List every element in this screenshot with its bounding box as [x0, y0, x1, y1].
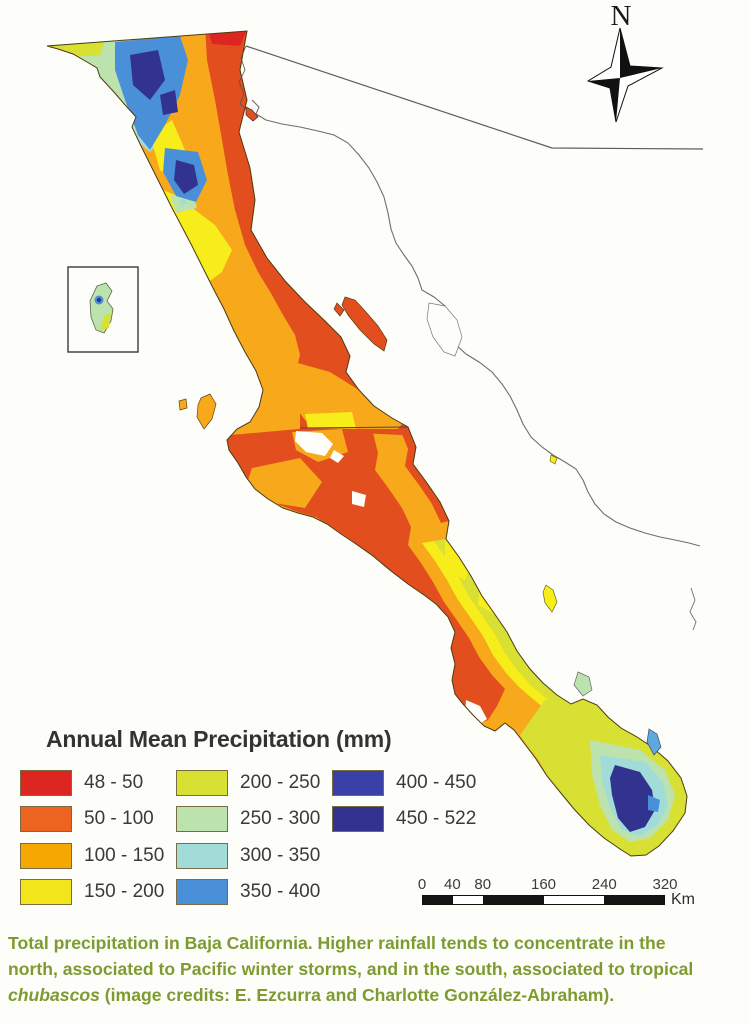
peninsula-precipitation-raster — [47, 31, 687, 856]
north-label: N — [611, 0, 632, 32]
legend-label: 50 - 100 — [84, 808, 154, 829]
scalebar-tick: 240 — [591, 876, 617, 893]
scalebar-segment — [603, 896, 664, 904]
legend-swatch — [20, 842, 72, 869]
scalebar-tick: 320 — [652, 876, 678, 893]
legend-item: 300 - 350 — [176, 842, 332, 869]
legend-label: 48 - 50 — [84, 771, 144, 793]
legend-label: 100 - 150 — [84, 844, 165, 866]
us-border-line — [245, 45, 704, 150]
scalebar-unit: Km — [671, 891, 695, 908]
scalebar-tick: 0 — [417, 876, 427, 893]
compass-rose: N — [586, 0, 664, 123]
legend-label: 150 - 200 — [84, 881, 165, 902]
figure-caption: Total precipitation in Baja California. … — [8, 930, 748, 1008]
inset-map — [67, 266, 139, 353]
legend-swatch — [332, 806, 384, 832]
scalebar-segment — [483, 896, 544, 904]
legend-label: 350 - 400 — [240, 881, 321, 902]
legend-item: 100 - 150 — [20, 842, 176, 869]
legend-grid: 48 - 50 50 - 100 100 - 150 150 - 200 200 - 2… — [20, 769, 476, 915]
legend-item: 350 - 400 — [176, 879, 332, 906]
caption-line-2: north, associated to Pacific winter stor… — [8, 959, 694, 979]
legend-label: 400 - 450 — [396, 771, 477, 793]
legend-swatch — [176, 769, 228, 796]
island-espiritu-santo — [573, 671, 593, 697]
peninsula-outline — [46, 30, 688, 857]
legend-swatch — [176, 842, 228, 869]
scalebar-tick: 80 — [474, 876, 492, 893]
legend-column: 48 - 50 50 - 100 100 - 150 150 - 200 — [20, 769, 176, 915]
legend-label: 300 - 350 — [240, 844, 321, 866]
caption-italic-word: chubascos — [8, 985, 100, 1005]
caption-line-3: (image credits: E. Ezcurra and Charlotte… — [99, 985, 615, 1005]
legend-title: Annual Mean Precipitation (mm) — [46, 726, 392, 752]
scalebar-segment — [453, 896, 484, 904]
scalebar-tick: 160 — [530, 876, 557, 893]
scalebar-ticks: 0 40 80 160 240 320 — [418, 876, 678, 895]
island-delta — [245, 106, 259, 122]
legend-item: 50 - 100 — [20, 806, 176, 833]
legend-swatch — [176, 806, 228, 832]
island-cedros — [196, 393, 217, 430]
caption-line-1: Total precipitation in Baja California. … — [8, 933, 666, 953]
scalebar: 0 40 80 160 240 320 Km — [418, 876, 695, 908]
colorado-river-line — [238, 45, 248, 111]
island-angel-de-la-guarda — [341, 296, 388, 352]
state-border-line — [299, 426, 409, 429]
legend-item: 150 - 200 — [20, 879, 176, 906]
legend-column: 400 - 450 450 - 522 — [332, 769, 476, 915]
legend-swatch — [176, 879, 228, 905]
legend-item: 48 - 50 — [20, 769, 176, 796]
legend-label: 250 - 300 — [240, 808, 321, 829]
island-cerralvo — [646, 728, 662, 756]
scalebar-tick: 40 — [444, 876, 461, 893]
island-natividad — [178, 398, 188, 411]
inset-island-blue-core — [96, 297, 102, 303]
compass-star-black — [588, 28, 662, 122]
legend-swatch — [20, 769, 72, 796]
legend-label: 450 - 522 — [396, 808, 477, 829]
island-carmen — [542, 584, 558, 613]
legend-item: 250 - 300 — [176, 806, 332, 833]
islands — [178, 106, 662, 756]
island-islet-north — [333, 302, 345, 317]
legend-label: 200 - 250 — [240, 771, 321, 793]
legend-item: 200 - 250 — [176, 769, 332, 796]
legend-column: 200 - 250 250 - 300 300 - 350 350 - 400 — [176, 769, 332, 915]
scalebar-segment — [423, 896, 454, 904]
island-islet-mulege — [549, 454, 558, 465]
scalebar-bar — [422, 895, 665, 905]
legend-swatch — [20, 879, 72, 905]
legend-item: 450 - 522 — [332, 806, 476, 833]
legend-swatch — [20, 806, 72, 832]
scalebar-segment — [543, 896, 604, 904]
legend-swatch — [332, 769, 384, 796]
inset-island-yellowgreen — [100, 313, 111, 330]
island-tiburon — [426, 302, 463, 357]
legend-item: 400 - 450 — [332, 769, 476, 796]
